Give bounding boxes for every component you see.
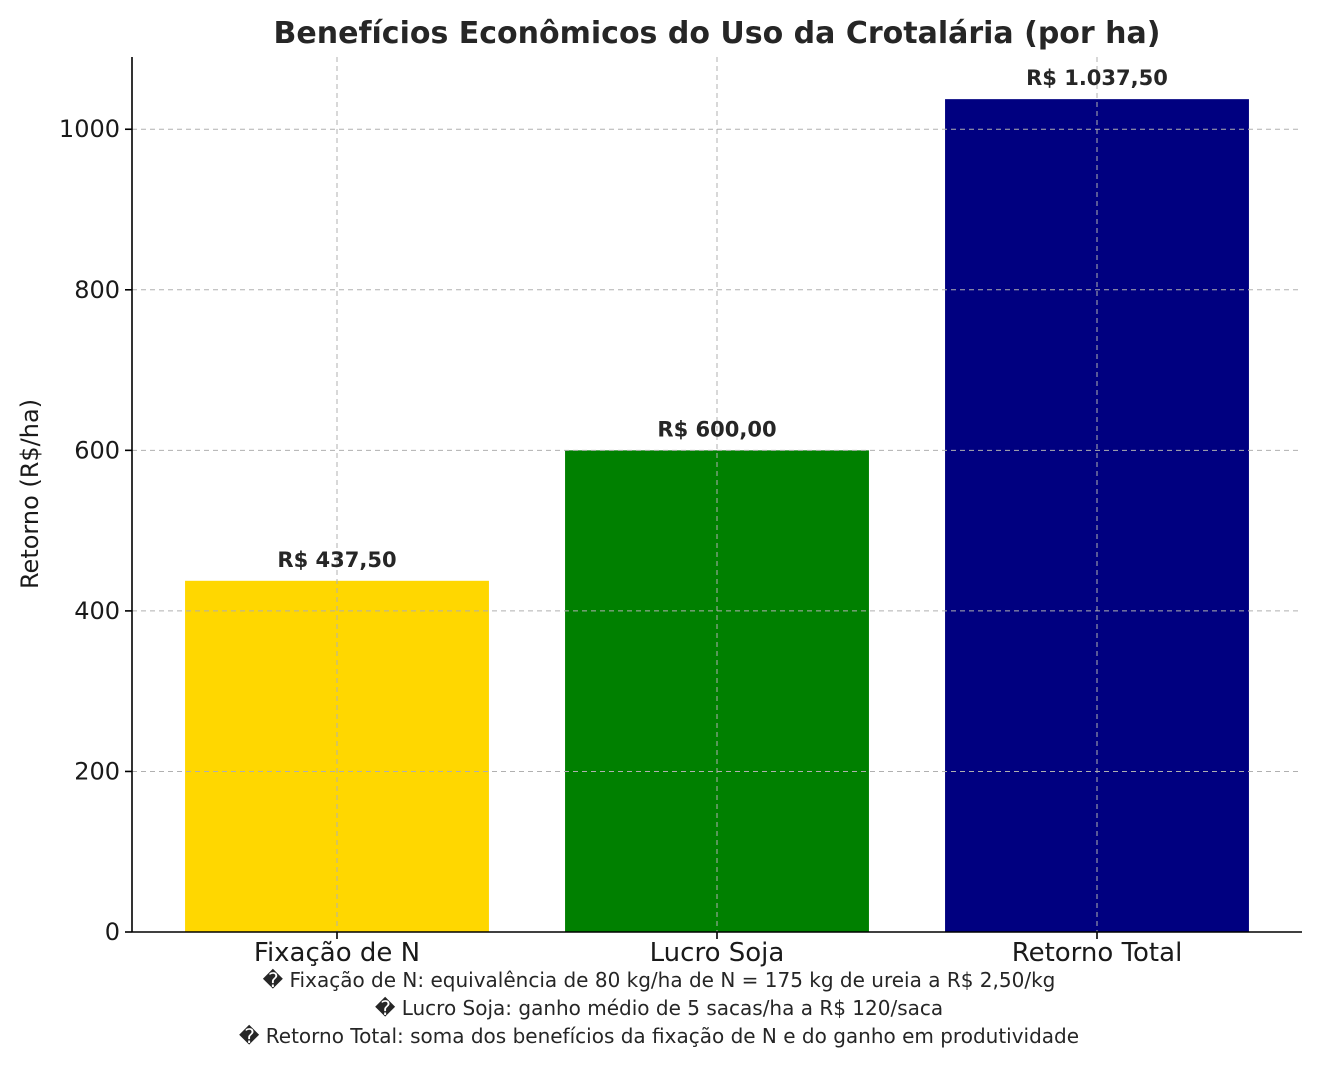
y-tick-label-4: 800	[74, 276, 120, 304]
y-tick-label-5: 1000	[59, 115, 120, 143]
bar-0	[185, 580, 489, 932]
axes: 0 200 400 600 800 1000 Fixação de N Lucro Soja R…	[59, 57, 1302, 968]
data-labels: R$ 437,50 R$ 600,00 R$ 1.037,50	[277, 66, 1167, 572]
y-tick-label-0: 0	[105, 918, 120, 946]
data-label-0: R$ 437,50	[277, 548, 396, 572]
x-tick-label-0: Fixação de N	[254, 938, 420, 968]
y-tick-label-3: 600	[74, 436, 120, 464]
x-tick-label-2: Retorno Total	[1012, 938, 1183, 968]
footnote-1: � Fixação de N: equivalência de 80 kg/ha…	[263, 968, 1056, 992]
footnote-3: � Retorno Total: soma dos benefícios da …	[239, 1024, 1079, 1048]
footnotes: � Fixação de N: equivalência de 80 kg/ha…	[239, 968, 1079, 1048]
x-tick-label-1: Lucro Soja	[650, 938, 785, 968]
grid-lines	[132, 57, 1302, 932]
y-tick-label-1: 200	[74, 757, 120, 785]
chart-title: Benefícios Econômicos do Uso da Crotalár…	[274, 16, 1161, 51]
footnote-2: � Lucro Soja: ganho médio de 5 sacas/ha …	[375, 996, 943, 1020]
data-label-2: R$ 1.037,50	[1026, 66, 1168, 90]
data-label-1: R$ 600,00	[657, 417, 776, 441]
y-tick-label-2: 400	[74, 597, 120, 625]
y-axis-label: Retorno (R$/ha)	[16, 399, 44, 589]
